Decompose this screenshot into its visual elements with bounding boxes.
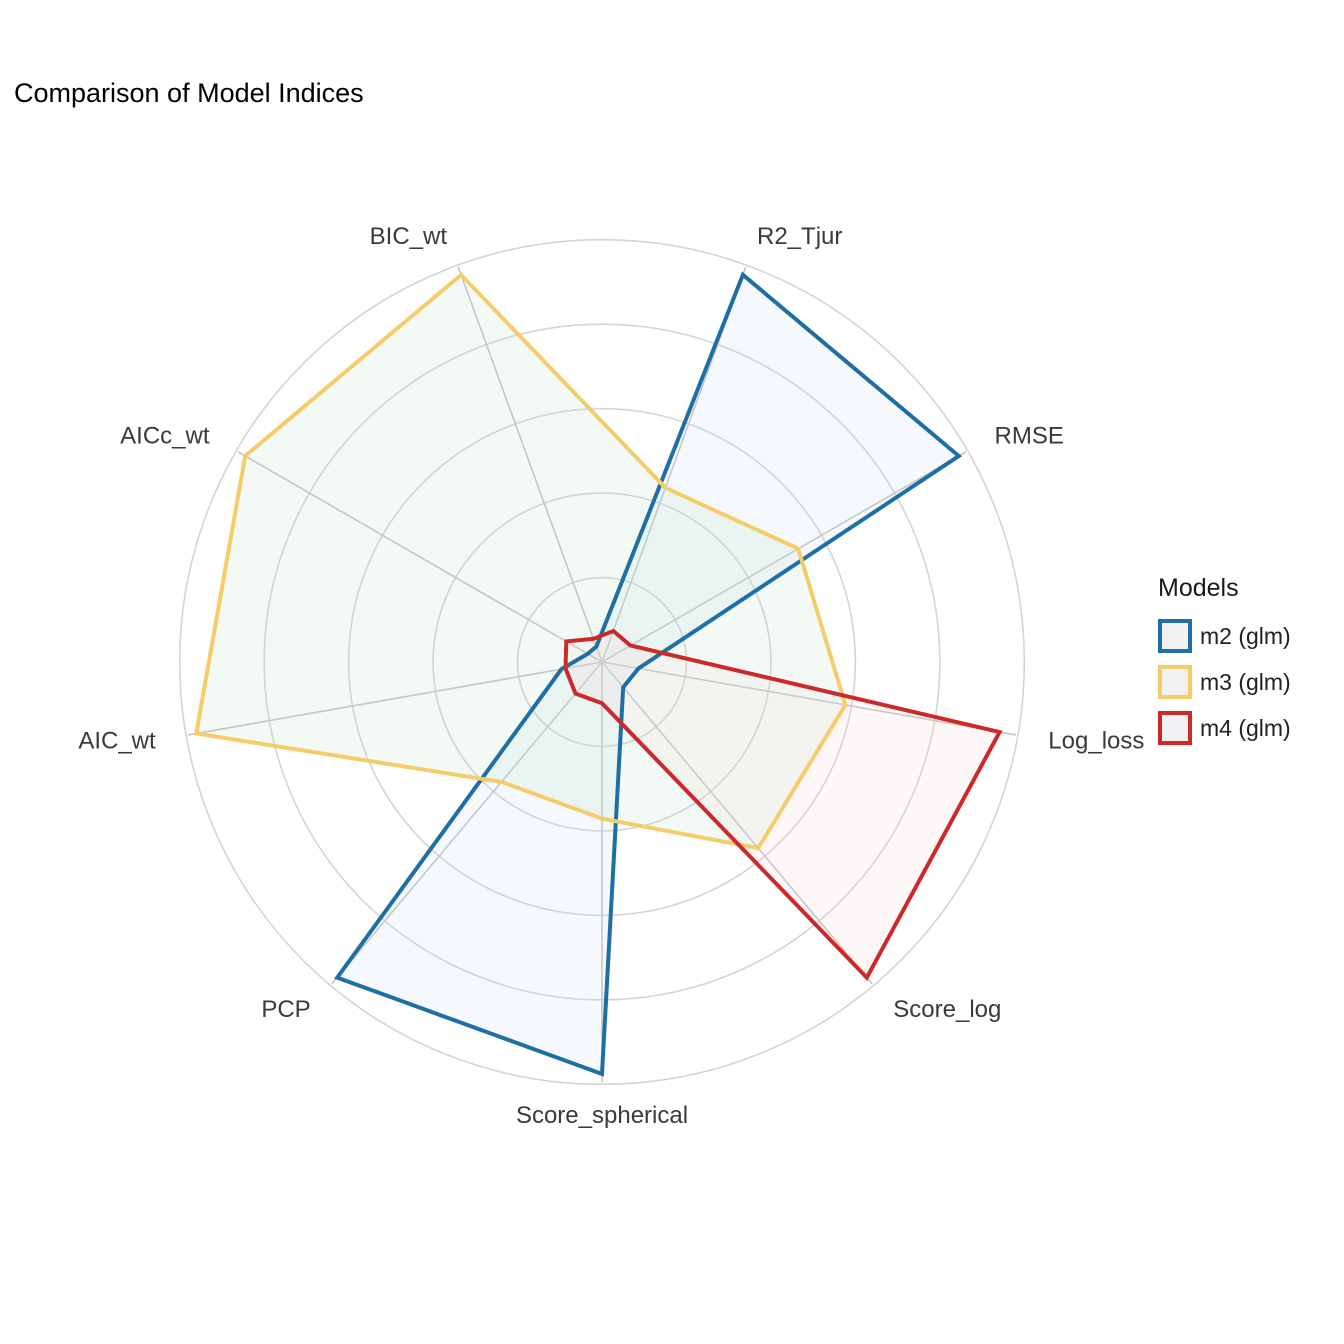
legend-label-m3: m3 (glm) (1200, 668, 1291, 695)
legend-item-m2: m2 (glm) (1158, 613, 1291, 659)
axis-label-pcp: PCP (261, 996, 310, 1023)
axis-label-r2-tjur: R2_Tjur (757, 223, 842, 250)
grid-spoke (601, 451, 967, 663)
legend-title: Models (1158, 574, 1239, 602)
legend-item-m4: m4 (glm) (1158, 705, 1291, 751)
axis-label-score-spherical: Score_spherical (516, 1102, 688, 1129)
grid-spoke (457, 266, 603, 663)
grid-spoke (331, 661, 603, 985)
legend-key-m3 (1158, 665, 1192, 699)
axis-label-bic-wt: BIC_wt (370, 223, 448, 250)
legend-label-m4: m4 (glm) (1200, 714, 1291, 741)
axis-label-score-log: Score_log (893, 996, 1001, 1023)
grid-spoke (237, 451, 603, 663)
legend-key-m2 (1158, 619, 1192, 653)
series-fill-m3 (196, 274, 846, 849)
grid-spoke (188, 661, 603, 736)
grid-spoke (601, 661, 873, 985)
grid-ring (178, 238, 1026, 1086)
axis-label-aic-wt: AIC_wt (78, 728, 156, 755)
grid-layer (178, 238, 1026, 1086)
legend-label-m2: m2 (glm) (1200, 622, 1291, 649)
series-line-layer (193, 271, 1003, 1077)
legend-key-m4 (1158, 711, 1192, 745)
legend: Models m2 (glm) m3 (glm) m4 (glm) (1158, 574, 1291, 751)
series-fill-layer (196, 274, 1000, 1074)
axis-label-log-loss: Log_loss (1048, 728, 1144, 755)
chart-title: Comparison of Model Indices (14, 78, 364, 108)
series-fill-m2 (337, 274, 959, 1074)
grid-spoke (601, 661, 1016, 736)
series-line-m2 (334, 271, 963, 1077)
series-line-m4 (563, 628, 1003, 981)
legend-item-m3: m3 (glm) (1158, 659, 1291, 705)
series-line-m3 (193, 272, 848, 851)
axis-label-rmse: RMSE (995, 422, 1064, 449)
series-fill-m4 (565, 631, 1000, 978)
axis-label-aicc-wt: AICc_wt (120, 422, 210, 449)
axis-label-layer: R2_Tjur RMSE Log_loss Score_log Score_spheri… (78, 223, 1144, 1129)
